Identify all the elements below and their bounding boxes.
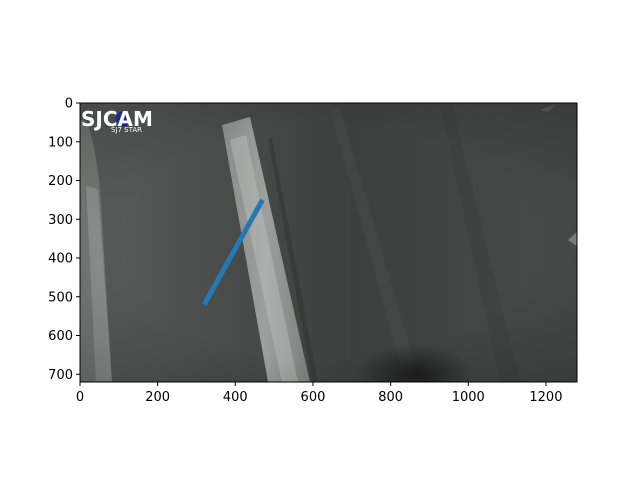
y-tick-label: 300 <box>48 213 73 228</box>
y-tick-label: 600 <box>48 329 73 344</box>
sjcam-watermark: SJCAM SJ7 STAR <box>81 107 153 134</box>
watermark-model: SJ7 STAR <box>111 126 142 134</box>
camera-image <box>80 103 577 382</box>
x-tick-label: 400 <box>223 390 248 405</box>
watermark-brand: SJCAM <box>81 107 153 131</box>
y-tick-label: 500 <box>48 290 73 305</box>
series-line-0 <box>202 198 265 306</box>
series-layer <box>202 198 265 306</box>
y-tick-label: 0 <box>65 97 73 112</box>
axes-frame <box>79 102 578 383</box>
y-tick-label: 400 <box>48 252 73 267</box>
x-tick-label: 1000 <box>452 390 485 405</box>
y-axis: 0 100 200 300 400 500 600 700 <box>48 97 80 383</box>
y-tick-label: 100 <box>48 135 73 150</box>
x-tick-label: 600 <box>301 390 326 405</box>
y-tick-label: 200 <box>48 174 73 189</box>
y-tick-label: 700 <box>48 368 73 383</box>
x-tick-label: 800 <box>378 390 403 405</box>
x-axis: 0 200 400 600 800 1000 1200 <box>76 382 562 405</box>
x-tick-label: 200 <box>145 390 170 405</box>
x-tick-label: 1200 <box>529 390 562 405</box>
x-tick-label: 0 <box>76 390 84 405</box>
